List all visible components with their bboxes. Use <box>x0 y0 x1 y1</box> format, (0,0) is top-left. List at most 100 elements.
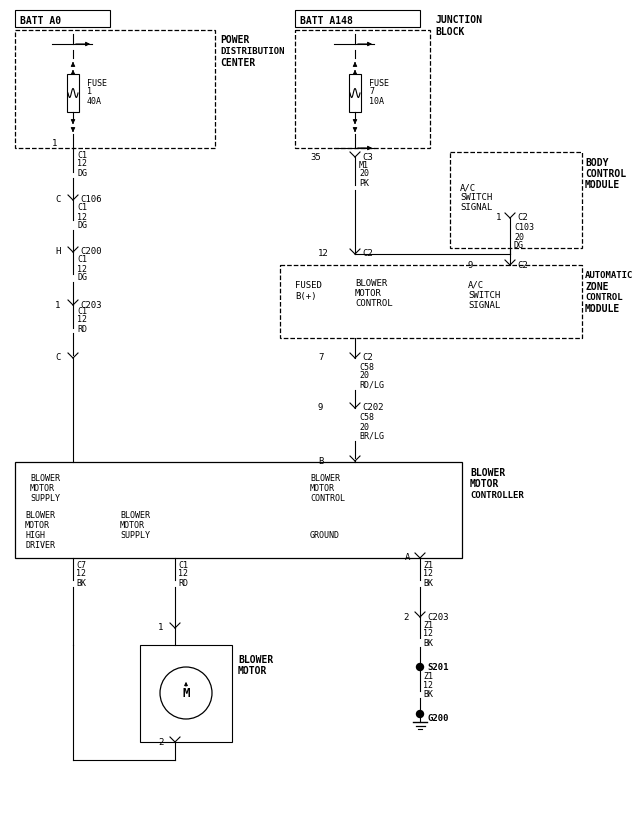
Text: CONTROLLER: CONTROLLER <box>470 490 524 499</box>
Text: C58: C58 <box>359 413 374 422</box>
Text: 12: 12 <box>77 315 87 324</box>
Text: FUSE: FUSE <box>369 79 389 87</box>
Text: SWITCH: SWITCH <box>460 194 492 203</box>
Text: A/C: A/C <box>460 184 476 193</box>
Text: BK: BK <box>76 578 86 587</box>
Text: DG: DG <box>514 241 524 251</box>
Text: 12: 12 <box>77 159 87 168</box>
Text: 20: 20 <box>359 371 369 380</box>
Text: MOTOR: MOTOR <box>238 666 268 676</box>
Circle shape <box>417 711 424 717</box>
Polygon shape <box>67 74 79 112</box>
Text: C1: C1 <box>77 308 87 317</box>
Text: 20: 20 <box>359 169 369 178</box>
Circle shape <box>160 667 212 719</box>
Text: 10A: 10A <box>369 96 384 106</box>
Text: DG: DG <box>77 168 87 178</box>
Text: BK: BK <box>423 578 433 587</box>
Text: MODULE: MODULE <box>585 180 620 190</box>
Text: C: C <box>55 195 60 204</box>
Text: C103: C103 <box>514 224 534 232</box>
Text: BK: BK <box>423 639 433 648</box>
Text: 12: 12 <box>318 250 329 258</box>
Text: JUNCTION: JUNCTION <box>435 15 482 25</box>
Text: CENTER: CENTER <box>220 58 255 68</box>
Text: A/C: A/C <box>468 281 484 289</box>
Text: 35: 35 <box>310 153 321 162</box>
Text: 1: 1 <box>55 301 60 309</box>
Text: BATT A148: BATT A148 <box>300 16 353 26</box>
Text: BATT A0: BATT A0 <box>20 16 61 26</box>
Polygon shape <box>349 74 361 112</box>
Text: FUSED: FUSED <box>295 281 322 289</box>
Text: 12: 12 <box>423 680 433 690</box>
Text: 12: 12 <box>76 570 86 578</box>
Text: 12: 12 <box>423 570 433 578</box>
Text: C1: C1 <box>77 204 87 213</box>
Text: CONTROL: CONTROL <box>310 494 345 503</box>
Text: C106: C106 <box>80 195 102 204</box>
Text: C58: C58 <box>359 363 374 371</box>
Text: C: C <box>55 354 60 363</box>
Text: SUPPLY: SUPPLY <box>30 494 60 503</box>
Text: 1: 1 <box>52 138 58 147</box>
Text: BK: BK <box>423 690 433 699</box>
Text: CONTROL: CONTROL <box>585 169 626 179</box>
Text: MOTOR: MOTOR <box>120 521 145 530</box>
Text: MODULE: MODULE <box>585 304 620 314</box>
Text: BR/LG: BR/LG <box>359 432 384 441</box>
Text: RD/LG: RD/LG <box>359 380 384 390</box>
Text: FUSE: FUSE <box>87 79 107 87</box>
Polygon shape <box>15 10 110 27</box>
Text: SIGNAL: SIGNAL <box>468 301 500 309</box>
Text: C2: C2 <box>362 354 372 363</box>
Text: 2: 2 <box>403 613 408 622</box>
Text: 7: 7 <box>369 87 374 96</box>
Text: 2: 2 <box>158 737 163 747</box>
Text: 7: 7 <box>318 354 323 363</box>
Text: C1: C1 <box>77 256 87 265</box>
Text: AUTOMATIC: AUTOMATIC <box>585 272 634 281</box>
Text: C3: C3 <box>362 153 372 162</box>
Text: BODY: BODY <box>585 158 609 168</box>
Text: A: A <box>405 554 410 562</box>
Text: BLOWER: BLOWER <box>355 278 387 287</box>
Text: C200: C200 <box>80 247 102 256</box>
Text: 9: 9 <box>318 404 323 412</box>
Text: DRIVER: DRIVER <box>25 541 55 551</box>
Text: BLOWER: BLOWER <box>30 473 60 483</box>
Text: PK: PK <box>359 178 369 188</box>
Text: DISTRIBUTION: DISTRIBUTION <box>220 48 285 56</box>
Text: MOTOR: MOTOR <box>25 521 50 530</box>
Text: B(+): B(+) <box>295 292 317 301</box>
Polygon shape <box>140 645 232 742</box>
Text: C2: C2 <box>517 214 528 223</box>
Text: 1: 1 <box>496 214 501 223</box>
Text: C1: C1 <box>77 151 87 159</box>
Text: RD: RD <box>77 324 87 334</box>
Text: Z1: Z1 <box>423 620 433 629</box>
Text: S201: S201 <box>427 663 449 671</box>
Text: 9: 9 <box>467 261 472 271</box>
Text: 20: 20 <box>514 232 524 241</box>
Text: POWER: POWER <box>220 35 250 45</box>
Text: DG: DG <box>77 221 87 230</box>
Text: SIGNAL: SIGNAL <box>460 204 492 213</box>
Text: M1: M1 <box>359 161 369 169</box>
Text: 12: 12 <box>77 265 87 273</box>
Text: DG: DG <box>77 273 87 282</box>
Text: C7: C7 <box>76 561 86 570</box>
Text: C2: C2 <box>362 250 372 258</box>
Text: 12: 12 <box>423 629 433 639</box>
Text: BLOWER: BLOWER <box>310 473 340 483</box>
Polygon shape <box>295 10 420 27</box>
Text: BLOWER: BLOWER <box>25 511 55 520</box>
Text: 20: 20 <box>359 422 369 432</box>
Text: BLOWER: BLOWER <box>238 655 273 665</box>
Text: 12: 12 <box>77 213 87 221</box>
Circle shape <box>417 664 424 670</box>
Text: G200: G200 <box>428 713 449 722</box>
Polygon shape <box>15 462 462 558</box>
Text: SWITCH: SWITCH <box>468 291 500 299</box>
Text: 1: 1 <box>87 87 92 96</box>
